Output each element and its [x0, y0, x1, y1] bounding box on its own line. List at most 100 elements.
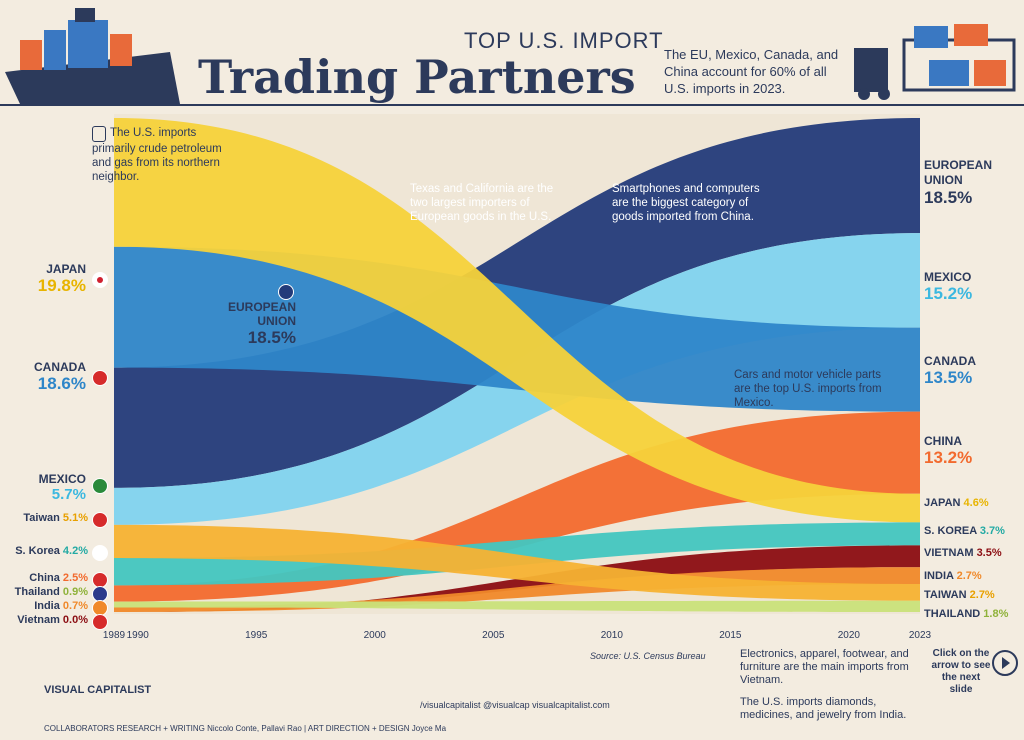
label-mexico-left: MEXICO 5.7% — [20, 472, 86, 503]
label-taiwan-right: TAIWAN 2.7% — [924, 589, 995, 601]
label-canada-left: CANADA 18.6% — [20, 360, 86, 394]
play-icon — [1002, 657, 1010, 669]
source-text: Source: U.S. Census Bureau — [590, 651, 706, 661]
x-tick-2020: 2020 — [838, 630, 861, 641]
label-india-right-pct: 2.7% — [956, 570, 982, 582]
label-vietnam-right-name: VIETNAM — [924, 547, 974, 559]
label-thailand-left-name: Thailand — [14, 586, 60, 598]
label-thailand-left-pct: 0.9% — [62, 586, 88, 598]
label-mexico-right: MEXICO 15.2% — [924, 270, 972, 304]
label-mexico-right-pct: 15.2% — [924, 284, 973, 303]
label-china-right-name: CHINA — [924, 434, 962, 448]
label-eu-right-pct: 18.5% — [924, 188, 973, 207]
label-india-left-name: India — [34, 600, 60, 612]
x-tick-1989: 1989 — [103, 630, 126, 641]
label-vietnam-left-name: Vietnam — [17, 614, 60, 626]
vietnam-flag-icon — [92, 614, 108, 630]
header: TOP U.S. IMPORT Trading Partners The EU,… — [0, 0, 1024, 106]
chart-subtitle: TOP U.S. IMPORT — [464, 28, 664, 53]
label-korea-right: S. KOREA 3.7% — [924, 525, 1005, 537]
x-tick-2000: 2000 — [364, 630, 387, 641]
label-china-left-pct: 2.5% — [62, 572, 88, 584]
band-thailand — [114, 600, 920, 612]
oil-icon — [92, 126, 106, 142]
label-china-left-name: China — [29, 572, 60, 584]
label-taiwan-right-name: TAIWAN — [924, 589, 967, 601]
social-links[interactable]: /visualcapitalist @visualcap visualcapit… — [420, 700, 610, 710]
intro-text: The EU, Mexico, Canada, and China accoun… — [664, 47, 839, 96]
label-india-left: India 0.7% — [10, 600, 88, 612]
label-canada-right: CANADA 13.5% — [924, 354, 976, 388]
label-korea-left-pct: 4.2% — [62, 545, 88, 557]
japan-flag-icon — [92, 272, 108, 288]
note-vietnam: Electronics, apparel, footwear, and furn… — [740, 648, 916, 687]
social-links-text: /visualcapitalist @visualcap visualcapit… — [420, 700, 610, 710]
x-tick-2005: 2005 — [482, 630, 505, 641]
label-mexico-left-pct: 5.7% — [51, 486, 86, 503]
x-tick-1990: 1990 — [127, 630, 150, 641]
visual-capitalist-logo: VISUAL CAPITALIST — [44, 684, 164, 696]
note-mexico: Cars and motor vehicle parts are the top… — [734, 368, 884, 410]
x-tick-2015: 2015 — [719, 630, 742, 641]
note-canada: The U.S. imports primarily crude petrole… — [92, 126, 242, 184]
logo-text: VISUAL CAPITALIST — [44, 684, 152, 696]
chart-title: Trading Partners — [198, 50, 636, 104]
note-eu: Texas and California are the two largest… — [410, 182, 560, 224]
label-thailand-left: Thailand 0.9% — [10, 586, 88, 598]
label-vietnam-right-pct: 3.5% — [976, 547, 1002, 559]
label-india-right: INDIA 2.7% — [924, 570, 982, 582]
forklift-icon — [854, 24, 1016, 100]
label-taiwan-left-pct: 5.1% — [62, 512, 88, 524]
band-taiwan — [114, 524, 920, 601]
label-taiwan-left: Taiwan 5.1% — [10, 512, 88, 524]
korea-flag-icon — [92, 545, 108, 561]
label-taiwan-left-name: Taiwan — [23, 512, 60, 524]
note-china: Smartphones and computers are the bigges… — [612, 182, 762, 224]
label-thailand-right-name: THAILAND — [924, 608, 981, 620]
label-china-right: CHINA 13.2% — [924, 434, 972, 468]
label-canada-right-pct: 13.5% — [924, 368, 973, 387]
mexico-flag-icon — [92, 478, 108, 494]
label-japan-right-pct: 4.6% — [963, 497, 989, 509]
label-eu-left: EUROPEAN UNION 18.5% — [220, 300, 296, 348]
label-eu-right-name: EUROPEAN UNION — [924, 158, 993, 187]
note-mexico-text: Cars and motor vehicle parts are the top… — [734, 369, 882, 409]
collaborators-text: COLLABORATORS RESEARCH + WRITING Niccolo… — [44, 724, 447, 733]
collaborators: COLLABORATORS RESEARCH + WRITING Niccolo… — [44, 724, 446, 733]
label-korea-right-name: S. KOREA — [924, 525, 977, 537]
canada-flag-icon — [92, 370, 108, 386]
label-japan-left: JAPAN 19.8% — [30, 262, 86, 296]
label-japan-right: JAPAN 4.6% — [924, 497, 989, 509]
label-vietnam-left: Vietnam 0.0% — [10, 614, 88, 626]
band-japan — [114, 118, 920, 523]
label-korea-left-name: S. Korea — [15, 545, 60, 557]
label-canada-right-name: CANADA — [924, 354, 976, 368]
note-canada-text: The U.S. imports primarily crude petrole… — [92, 127, 222, 183]
note-india: The U.S. imports diamonds, medicines, an… — [740, 696, 916, 722]
x-tick-1995: 1995 — [245, 630, 268, 641]
label-korea-right-pct: 3.7% — [979, 525, 1005, 537]
cargo-ship-icon — [5, 8, 180, 104]
next-hint: Click on the arrow to see the next slide — [930, 648, 992, 696]
next-arrow-button[interactable] — [992, 650, 1018, 676]
label-india-left-pct: 0.7% — [62, 600, 88, 612]
label-eu-right: EUROPEAN UNION 18.5% — [924, 158, 1014, 208]
label-japan-right-name: JAPAN — [924, 497, 961, 509]
eu-flag-icon — [278, 284, 294, 300]
label-eu-left-name: EUROPEAN UNION — [227, 300, 296, 328]
band-korea — [114, 522, 920, 586]
label-korea-left: S. Korea 4.2% — [4, 545, 88, 557]
label-japan-left-name: JAPAN — [46, 262, 86, 276]
label-canada-left-name: CANADA — [34, 360, 86, 374]
note-china-text: Smartphones and computers are the bigges… — [612, 183, 760, 223]
label-mexico-left-name: MEXICO — [38, 472, 86, 486]
x-tick-2023: 2023 — [909, 630, 932, 641]
label-thailand-right-pct: 1.8% — [983, 608, 1009, 620]
label-china-left: China 2.5% — [10, 572, 88, 584]
label-china-right-pct: 13.2% — [924, 448, 973, 467]
label-taiwan-right-pct: 2.7% — [969, 589, 995, 601]
label-mexico-right-name: MEXICO — [924, 270, 972, 284]
next-hint-text: Click on the arrow to see the next slide — [931, 648, 991, 695]
label-japan-left-pct: 19.8% — [37, 276, 86, 295]
taiwan-flag-icon — [92, 512, 108, 528]
